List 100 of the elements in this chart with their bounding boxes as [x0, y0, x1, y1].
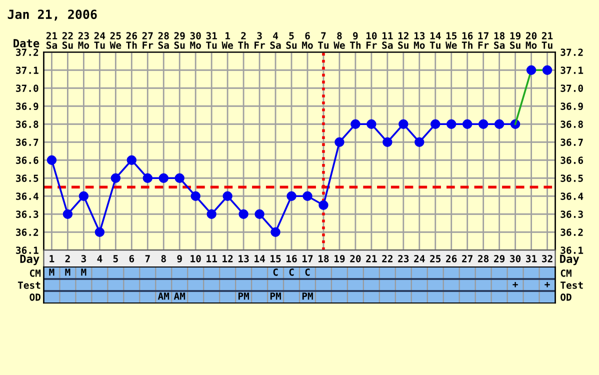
x-tick-label: 30	[510, 254, 521, 262]
x-tick-label: 8	[161, 254, 166, 262]
x-tick-label: 3 Fr	[254, 32, 265, 49]
x-tick-label: 10 Fr	[366, 32, 377, 49]
x-tick-label: 6	[129, 254, 134, 262]
y2-tick-label: 37.2	[560, 48, 583, 56]
x-tick-label: 6 Mo	[302, 32, 313, 49]
y2-tick-label: Test	[560, 282, 583, 289]
x-tick-label: 18 Sa	[494, 32, 505, 49]
y2-tick-label: 36.6	[560, 156, 584, 164]
point	[110, 173, 121, 183]
x-tick-label: 29 Su	[174, 32, 185, 49]
x-tick-label: 26	[446, 254, 457, 262]
x-tick-label: 11 Sa	[382, 32, 393, 49]
point	[126, 155, 137, 165]
y-tick-label: 36.4	[16, 192, 38, 200]
text: C	[273, 268, 278, 276]
x-tick-label: 31 Tu	[206, 32, 217, 49]
x-tick-label: 16 Th	[462, 32, 473, 49]
x-tick-label: 26 Th	[126, 32, 137, 49]
x-tick-label: 21	[366, 254, 377, 262]
point	[222, 191, 232, 201]
y2-tick-label: 36.1	[560, 246, 584, 254]
x-tick-label: 29	[494, 254, 505, 262]
x-tick-label: 14	[254, 255, 265, 262]
point	[526, 65, 536, 75]
x-axis-title: Date	[14, 39, 40, 48]
text: C	[289, 268, 294, 276]
x-tick-label: 21 Sa	[46, 32, 58, 49]
y-tick-label: Test	[18, 282, 40, 289]
point	[190, 191, 200, 201]
text: M	[49, 268, 54, 276]
x-tick-label: 20 Mo	[526, 32, 537, 49]
y-tick-label: 36.3	[16, 210, 38, 218]
x-tick-label: 4	[97, 255, 102, 262]
x-tick-label: 28	[478, 254, 489, 262]
x-tick-label: 2	[65, 254, 70, 262]
x-tick-label: 1 We	[222, 32, 234, 49]
point	[478, 119, 488, 129]
point	[254, 209, 264, 219]
text: Day	[560, 254, 580, 266]
text: PM	[238, 292, 249, 300]
x-tick-label: 2 Th	[238, 32, 249, 49]
y2-tick-label: 36.2	[560, 228, 583, 236]
x-tick-label: 15 We	[446, 32, 457, 49]
point	[350, 119, 360, 129]
text: PM	[302, 292, 313, 300]
x-tick-label: 21 Tu	[542, 32, 553, 49]
x-tick-label: 14 Tu	[430, 32, 441, 49]
point	[206, 209, 216, 219]
y-tick-label: 36.9	[16, 102, 38, 110]
x-tick-label: 19	[334, 255, 345, 262]
x-tick-label: 5 Su	[286, 32, 297, 49]
y-tick-label: 37.0	[16, 84, 38, 92]
y2-tick-label: 36.9	[560, 102, 583, 110]
y2-tick-label: 36.5	[560, 174, 583, 182]
point	[494, 119, 504, 129]
text: PM	[270, 292, 281, 300]
y-tick-label: 36.8	[16, 120, 38, 128]
y2-tick-label: 36.7	[560, 138, 583, 146]
point	[174, 173, 184, 183]
point	[142, 173, 152, 183]
x-tick-label: 32	[542, 254, 552, 262]
y-tick-label: 36.1	[16, 246, 38, 254]
point	[94, 227, 105, 237]
x-tick-label: 12 Su	[398, 32, 408, 49]
x-tick-label: 8 We	[334, 32, 345, 49]
x-tick-label: 4 Sa	[270, 32, 281, 49]
x-tick-label: 20	[350, 254, 361, 262]
x-tick-label: 18	[318, 254, 329, 262]
y-tick-label: 37.2	[16, 48, 38, 56]
point	[398, 119, 408, 129]
x-tick-label: 31	[526, 254, 537, 262]
text: AM	[174, 292, 186, 300]
point	[302, 191, 312, 201]
x-tick-label: 28 Sa	[158, 32, 169, 49]
chart-title: Jan 21, 2006	[8, 10, 97, 21]
y-tick-label: 36.2	[16, 228, 38, 236]
y-tick-label: OD	[30, 293, 41, 301]
x-tick-label: 19 Su	[510, 32, 521, 49]
y2-tick-label: 36.3	[560, 210, 583, 218]
x-tick-label: 13	[238, 254, 249, 262]
y-tick-label: CM	[30, 269, 41, 277]
point	[46, 155, 57, 165]
point	[270, 227, 280, 237]
x-tick-label: 10	[190, 254, 201, 262]
x-tick-label: 13 Mo	[414, 32, 425, 49]
text: +	[544, 282, 550, 288]
y2-tick-label: OD	[560, 293, 572, 301]
x-tick-label: 12	[222, 254, 233, 262]
point	[430, 119, 440, 129]
x-axis-title: Day	[20, 254, 40, 266]
text: C	[305, 268, 310, 276]
x-tick-label: 27	[462, 254, 472, 262]
point	[446, 119, 456, 129]
text: +	[512, 282, 518, 288]
x-tick-label: 23	[398, 254, 409, 262]
x-tick-label: 15	[270, 255, 281, 262]
y-tick-label: 36.7	[16, 138, 38, 146]
point	[366, 119, 376, 129]
